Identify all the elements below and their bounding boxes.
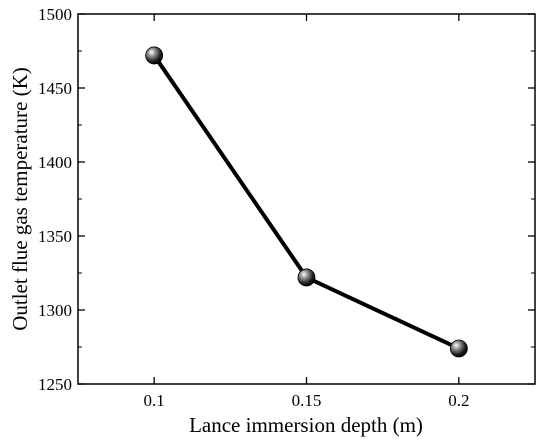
x-tick-label: 0.2 xyxy=(448,391,469,410)
y-axis-ticks: 1250 1300 1350 1400 1450 1500 xyxy=(38,5,535,394)
x-tick-label: 0.1 xyxy=(144,391,165,410)
y-tick-label: 1300 xyxy=(38,301,72,320)
x-axis-ticks: 0.1 0.15 0.2 xyxy=(144,14,469,410)
y-tick-label: 1350 xyxy=(38,227,72,246)
y-tick-label: 1500 xyxy=(38,5,72,24)
data-point xyxy=(297,268,316,287)
y-tick-label: 1250 xyxy=(38,375,72,394)
x-axis-label: Lance immersion depth (m) xyxy=(189,413,423,437)
series-line xyxy=(152,54,460,351)
y-tick-label: 1450 xyxy=(38,79,72,98)
data-point xyxy=(449,339,468,358)
data-point xyxy=(145,46,164,65)
series-layer xyxy=(145,46,468,358)
x-tick-label: 0.15 xyxy=(292,391,322,410)
plot-frame xyxy=(77,13,536,385)
y-axis-label: Outlet flue gas temperature (K) xyxy=(8,67,32,331)
y-tick-label: 1400 xyxy=(38,153,72,172)
